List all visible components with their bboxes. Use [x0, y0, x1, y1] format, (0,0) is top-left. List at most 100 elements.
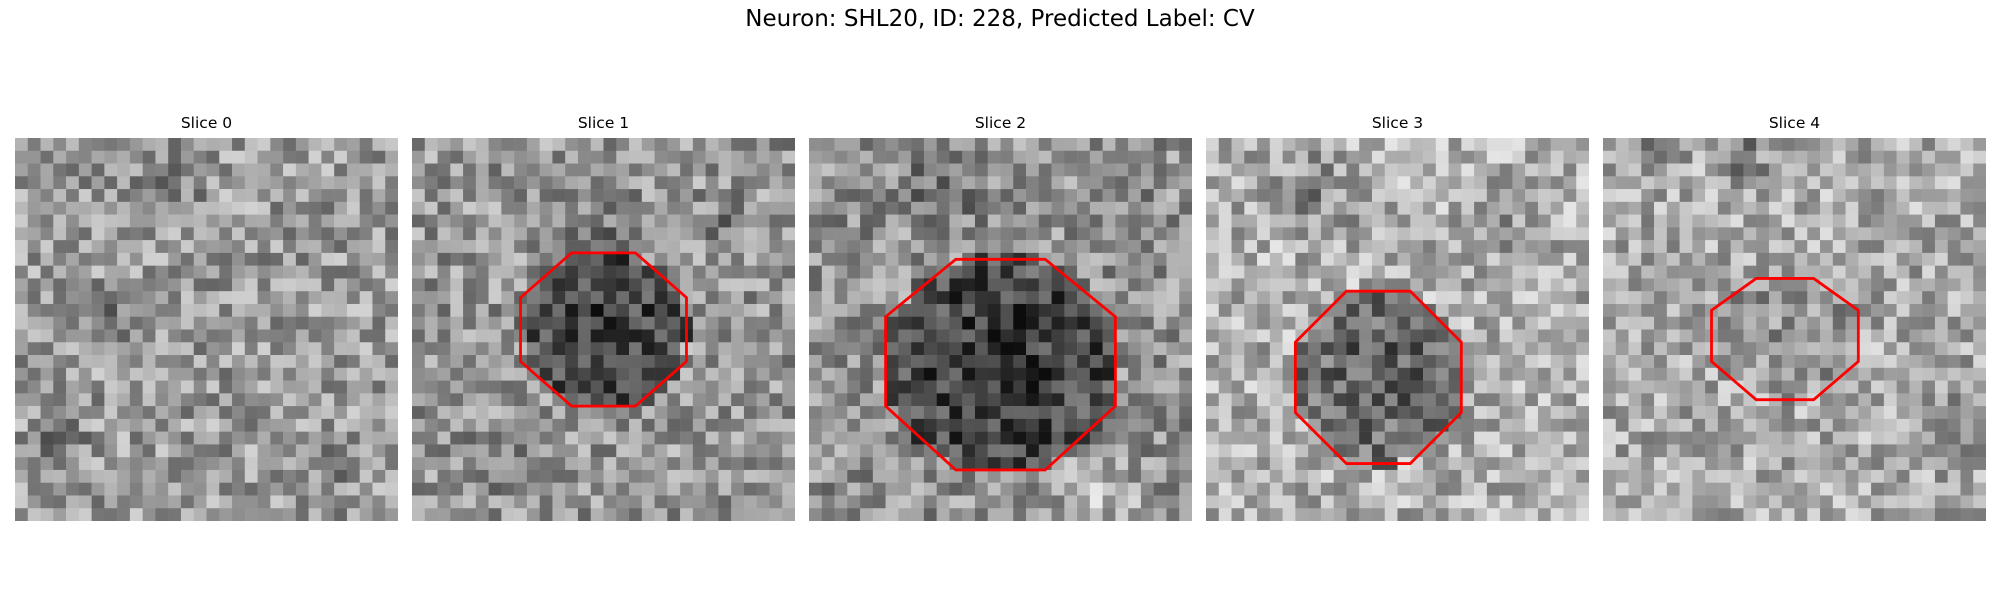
pixel: [1269, 265, 1283, 279]
pixel: [1461, 278, 1475, 292]
pixel: [1153, 150, 1167, 164]
pixel: [987, 150, 1001, 164]
pixel: [1026, 240, 1040, 254]
pixel: [769, 482, 783, 496]
pixel: [860, 355, 874, 369]
pixel: [270, 189, 284, 203]
pixel: [1832, 189, 1846, 203]
pixel: [1371, 265, 1385, 279]
pixel: [1781, 342, 1795, 356]
pixel: [1179, 214, 1192, 228]
pixel: [743, 418, 757, 432]
pixel: [1960, 367, 1974, 381]
pixel: [821, 495, 835, 509]
pixel: [1883, 406, 1897, 420]
pixel: [1692, 316, 1706, 330]
pixel: [1563, 291, 1577, 305]
pixel: [437, 265, 451, 279]
pixel: [1576, 252, 1589, 266]
pixel: [346, 469, 360, 483]
pixel: [1320, 189, 1334, 203]
pixel: [565, 265, 579, 279]
pixel: [1282, 201, 1296, 215]
pixel: [1717, 380, 1731, 394]
pixel: [987, 367, 1001, 381]
pixel: [539, 355, 553, 369]
pixel: [1909, 342, 1923, 356]
pixel: [53, 406, 67, 420]
pixel: [1947, 329, 1961, 343]
pixel: [206, 278, 220, 292]
pixel: [1537, 303, 1551, 317]
pixel: [911, 252, 925, 266]
pixel: [1115, 291, 1129, 305]
pixel: [1384, 150, 1398, 164]
pixel: [1115, 342, 1129, 356]
slice-title-0: Slice 0: [180, 114, 233, 132]
pixel: [936, 508, 950, 521]
pixel: [731, 355, 745, 369]
pixel: [705, 163, 719, 177]
pixel: [974, 227, 988, 241]
pixel: [834, 138, 848, 152]
pixel: [1947, 150, 1961, 164]
pixel: [1397, 393, 1411, 407]
pixel: [1435, 252, 1449, 266]
pixel: [769, 380, 783, 394]
pixel: [577, 367, 591, 381]
pixel: [1576, 418, 1589, 432]
pixel: [1576, 367, 1589, 381]
pixel: [974, 406, 988, 420]
pixel: [987, 469, 1001, 483]
pixel: [1102, 316, 1116, 330]
pixel: [834, 291, 848, 305]
pixel: [1064, 189, 1078, 203]
pixel: [1115, 138, 1129, 152]
pixel: [117, 291, 131, 305]
pixel: [129, 444, 143, 458]
pixel: [142, 444, 156, 458]
pixel: [1960, 163, 1974, 177]
pixel: [1550, 189, 1564, 203]
pixel: [232, 367, 246, 381]
pixel: [1960, 138, 1974, 152]
pixel: [1371, 163, 1385, 177]
pixel: [1615, 240, 1629, 254]
pixel: [860, 495, 874, 509]
pixel: [40, 176, 54, 190]
pixel: [437, 367, 451, 381]
pixel: [412, 278, 426, 292]
pixel: [667, 138, 681, 152]
pixel: [412, 189, 426, 203]
pixel: [1244, 329, 1258, 343]
pixel: [1615, 176, 1629, 190]
pixel: [949, 444, 963, 458]
pixel: [283, 444, 297, 458]
pixel: [232, 355, 246, 369]
pixel: [1448, 482, 1462, 496]
pixel: [308, 367, 322, 381]
pixel: [437, 508, 451, 521]
pixel: [821, 252, 835, 266]
pixel: [1486, 138, 1500, 152]
pixel: [1179, 176, 1192, 190]
pixel: [1115, 329, 1129, 343]
pixel: [565, 355, 579, 369]
pixel: [1576, 138, 1589, 152]
pixel: [1525, 214, 1539, 228]
pixel: [1333, 469, 1347, 483]
pixel: [1448, 252, 1462, 266]
pixel: [1628, 393, 1642, 407]
pixel: [834, 252, 848, 266]
pixel: [565, 380, 579, 394]
pixel: [283, 176, 297, 190]
pixel: [437, 278, 451, 292]
pixel: [565, 457, 579, 471]
pixel: [1871, 201, 1885, 215]
pixel: [1909, 431, 1923, 445]
pixel: [1563, 176, 1577, 190]
pixel: [1628, 150, 1642, 164]
pixel: [1654, 406, 1668, 420]
pixel: [1333, 138, 1347, 152]
pixel: [117, 201, 131, 215]
